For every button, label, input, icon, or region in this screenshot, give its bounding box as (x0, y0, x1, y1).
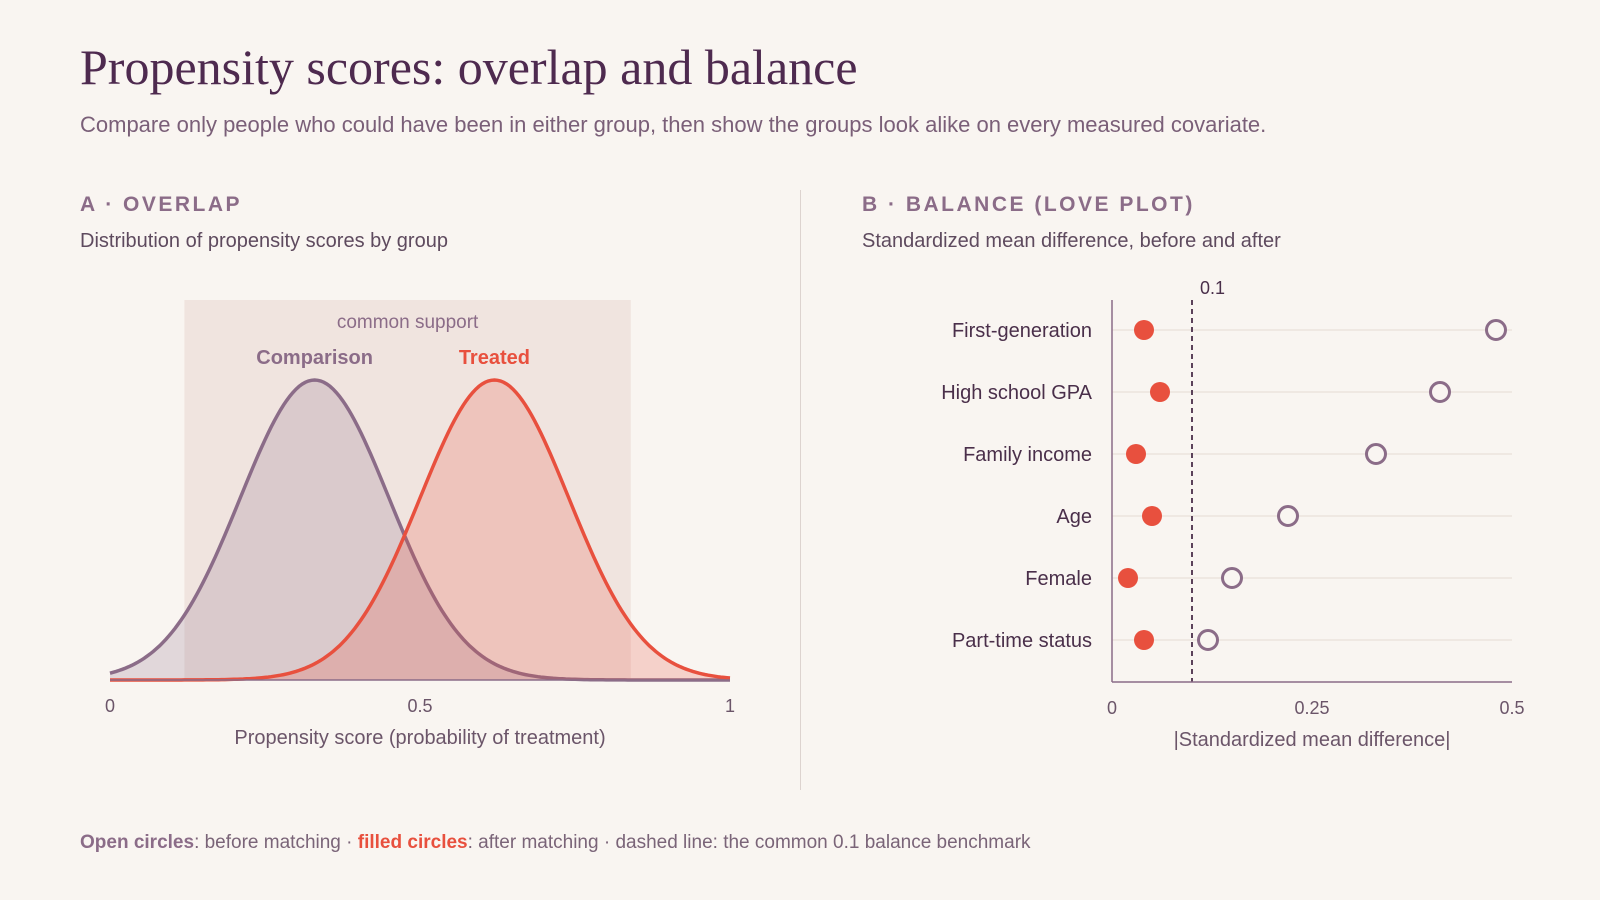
panel-divider (800, 190, 801, 790)
footer-filled-text: : after matching · dashed line: the comm… (467, 832, 1031, 853)
before-matching-point (1365, 443, 1387, 465)
footer-filled-label: filled circles (357, 832, 468, 853)
legend-footer: Open circles: before matching · filled c… (80, 832, 1031, 854)
x-tick-label: 0 (1107, 698, 1117, 718)
covariate-label: Part-time status (952, 630, 1092, 652)
comparison-label: Comparison (256, 347, 373, 369)
before-matching-point (1429, 381, 1451, 403)
panel-a-label: A · OVERLAP (80, 193, 243, 216)
before-matching-point (1197, 629, 1219, 651)
covariate-label: Age (1056, 506, 1092, 528)
after-matching-point (1142, 506, 1162, 526)
footer-open-text: : before matching · (194, 832, 358, 853)
after-matching-point (1118, 568, 1138, 588)
covariate-label: Family income (963, 444, 1092, 466)
comparison-area (110, 380, 730, 680)
footer-open-label: Open circles (80, 832, 195, 853)
benchmark-label: 0.1 (1200, 278, 1225, 298)
covariate-label: High school GPA (941, 382, 1092, 404)
common-support-label: common support (337, 312, 479, 333)
overlap-chart: common support Comparison Treated 0 0.5 1 Prop… (105, 300, 735, 749)
after-matching-point (1150, 382, 1170, 402)
covariate-label: Female (1025, 568, 1092, 590)
x-tick-label: 0.25 (1294, 698, 1329, 718)
x-tick-label: 0.5 (407, 696, 432, 716)
before-matching-point (1221, 567, 1243, 589)
before-matching-point (1277, 505, 1299, 527)
after-matching-point (1126, 444, 1146, 464)
x-tick-label: 1 (725, 696, 735, 716)
covariate-label: First-generation (952, 320, 1092, 342)
panel-b-label: B · BALANCE (LOVE PLOT) (862, 193, 1195, 216)
treated-area (110, 380, 730, 680)
before-matching-point (1485, 319, 1507, 341)
after-matching-point (1134, 630, 1154, 650)
x-tick-label: 0.5 (1499, 698, 1524, 718)
page-title: Propensity scores: overlap and balance (80, 39, 858, 95)
love-plot-chart: First-generation High school GPA Family in… (941, 278, 1524, 751)
common-support-band (184, 300, 631, 680)
x-tick-label: 0 (105, 696, 115, 716)
x-axis-title: Propensity score (probability of treatme… (234, 727, 605, 749)
x-axis-title: |Standardized mean difference| (1174, 729, 1451, 751)
page-subtitle: Compare only people who could have been … (80, 112, 1267, 137)
after-matching-point (1134, 320, 1154, 340)
panel-a-description: Distribution of propensity scores by gro… (80, 230, 448, 252)
treated-label: Treated (459, 347, 530, 369)
panel-b-description: Standardized mean difference, before and… (862, 230, 1281, 252)
